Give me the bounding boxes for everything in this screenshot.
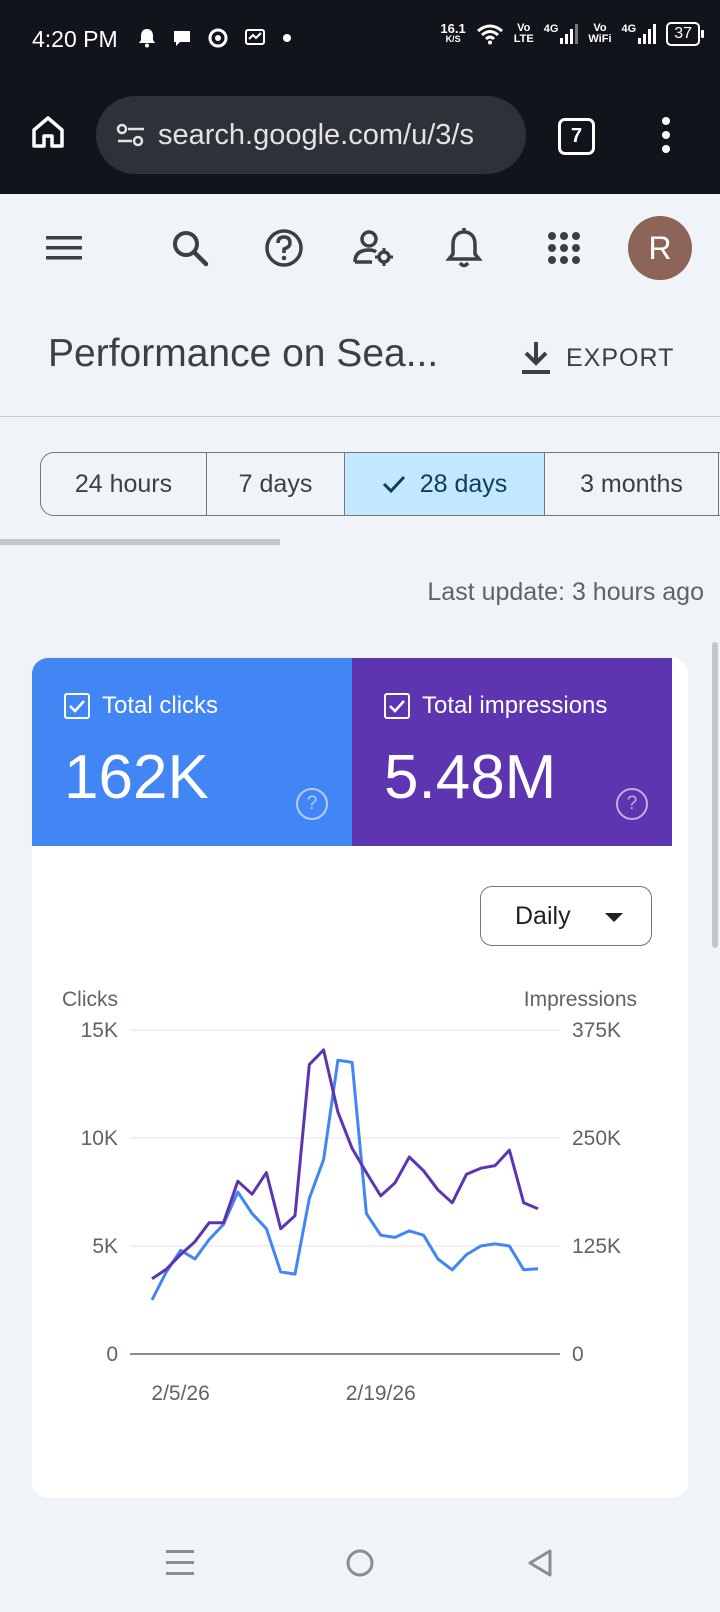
chip-label: 3 months xyxy=(580,469,683,498)
total-clicks-label: Total clicks xyxy=(102,692,219,719)
system-status-icons: 16.1 K/S Vo LTE 4G Vo WiFi 4G 37 xyxy=(440,21,704,46)
check-icon xyxy=(382,475,405,494)
chrome-notification-icon xyxy=(208,28,228,48)
left-tick-label: 5K xyxy=(92,1235,118,1258)
vo-wifi-bottom: WiFi xyxy=(588,33,612,45)
right-tick-label: 0 xyxy=(572,1343,584,1366)
vo-lte-top: Vo xyxy=(517,22,531,34)
right-tick-label: 375K xyxy=(572,1019,621,1042)
bell-notification-icon xyxy=(139,29,155,48)
left-tick-label: 10K xyxy=(81,1127,118,1150)
browser-toolbar: search.google.com/u/3/s 7 xyxy=(0,84,720,194)
total-clicks-label-row: Total clicks xyxy=(64,692,218,720)
signal-bars-icon xyxy=(638,24,657,44)
more-options-icon[interactable] xyxy=(660,116,672,154)
notification-icons xyxy=(138,28,292,48)
total-impressions-label-row: Total impressions xyxy=(384,692,607,720)
checkbox-checked-icon[interactable] xyxy=(64,693,90,719)
right-axis-label: Impressions xyxy=(524,988,637,1011)
page-title: Performance on Sea... xyxy=(48,332,439,375)
chips-scroll-indicator xyxy=(0,539,280,545)
recent-apps-icon[interactable] xyxy=(166,1548,194,1578)
tab-switcher-button[interactable]: 7 xyxy=(558,118,595,155)
battery-indicator: 37 xyxy=(666,22,704,46)
total-impressions-value: 5.48M xyxy=(384,743,557,812)
left-tick-label: 15K xyxy=(81,1019,118,1042)
date-range-chips: 24 hours 7 days 28 days 3 months xyxy=(40,452,720,516)
chip-label: 7 days xyxy=(238,469,313,498)
granularity-dropdown[interactable]: Daily xyxy=(480,886,652,946)
more-notifications-dot-icon xyxy=(283,34,291,42)
x-tick-label: 2/19/26 xyxy=(346,1382,416,1405)
vo-lte-bottom: LTE xyxy=(513,33,534,45)
manage-users-icon[interactable] xyxy=(352,226,396,270)
wifi-icon xyxy=(476,24,503,45)
notifications-bell-icon[interactable] xyxy=(442,226,486,270)
menu-icon[interactable] xyxy=(42,226,86,270)
vo-wifi-top: Vo xyxy=(593,22,607,34)
net-speed-unit: K/S xyxy=(445,34,461,44)
status-time: 4:20 PM xyxy=(32,26,118,52)
chip-label: 24 hours xyxy=(74,469,173,498)
dropdown-arrow-icon xyxy=(605,913,623,922)
search-icon[interactable] xyxy=(168,226,212,270)
analytics-notification-icon xyxy=(245,29,265,45)
right-tick-label: 125K xyxy=(572,1235,621,1258)
chip-7-days[interactable]: 7 days xyxy=(207,453,345,515)
total-clicks-tile[interactable]: Total clicks 162K ? xyxy=(32,658,352,846)
total-clicks-value: 162K xyxy=(64,743,209,812)
total-impressions-label: Total impressions xyxy=(422,692,608,719)
left-tick-label: 0 xyxy=(106,1343,118,1366)
help-icon[interactable] xyxy=(262,226,306,270)
vo-wifi-indicator: Vo WiFi xyxy=(588,23,611,45)
chip-28-days[interactable]: 28 days xyxy=(345,453,545,515)
signal-bars-icon xyxy=(560,24,579,44)
signal1-label: 4G xyxy=(543,23,559,35)
performance-chart: Clicks Impressions 15K 375K 10K 250K 5K 125K 0… xyxy=(62,988,637,1405)
help-circle-icon[interactable]: ? xyxy=(296,788,328,820)
performance-card: Total clicks 162K ? Total impressions 5.… xyxy=(32,658,688,1498)
apps-grid-icon[interactable] xyxy=(542,226,586,270)
left-axis-label: Clicks xyxy=(62,988,118,1011)
status-bar: 4:20 PM 16.1 K/S Vo LTE 4G Vo WiFi 4G 37 xyxy=(0,0,720,84)
export-label: EXPORT xyxy=(566,343,675,372)
home-icon[interactable] xyxy=(28,112,68,152)
chip-3-months[interactable]: 3 months xyxy=(545,453,719,515)
address-bar[interactable]: search.google.com/u/3/s xyxy=(96,96,526,174)
signal-2: 4G xyxy=(622,24,657,44)
page-scrollbar[interactable] xyxy=(712,642,718,948)
system-nav-bar xyxy=(0,1510,720,1612)
header-divider xyxy=(0,416,720,417)
signal2-label: 4G xyxy=(621,23,637,35)
net-speed: 16.1 K/S xyxy=(440,21,466,45)
chip-label: 28 days xyxy=(419,469,508,498)
export-button[interactable]: EXPORT xyxy=(520,340,674,376)
x-tick-label: 2/5/26 xyxy=(151,1382,209,1405)
series-line-impressions xyxy=(151,1048,539,1281)
granularity-value: Daily xyxy=(515,901,571,930)
right-tick-label: 250K xyxy=(572,1127,621,1150)
site-settings-icon[interactable] xyxy=(114,118,148,152)
help-circle-icon[interactable]: ? xyxy=(616,788,648,820)
url-text[interactable]: search.google.com/u/3/s xyxy=(158,118,474,151)
net-speed-value: 16.1 xyxy=(440,21,466,36)
home-circle-icon[interactable] xyxy=(346,1548,374,1578)
chat-notification-icon xyxy=(174,31,190,46)
last-update-text: Last update: 3 hours ago xyxy=(427,578,704,606)
back-triangle-icon[interactable] xyxy=(526,1548,554,1578)
signal-1: 4G xyxy=(544,24,579,44)
total-impressions-tile[interactable]: Total impressions 5.48M ? xyxy=(352,658,672,846)
vo-lte-indicator: Vo LTE xyxy=(514,23,534,45)
checkbox-checked-icon[interactable] xyxy=(384,693,410,719)
chip-24-hours[interactable]: 24 hours xyxy=(41,453,207,515)
download-icon xyxy=(522,342,550,374)
series-line-clicks xyxy=(150,1058,539,1301)
account-avatar[interactable]: R xyxy=(628,216,692,280)
